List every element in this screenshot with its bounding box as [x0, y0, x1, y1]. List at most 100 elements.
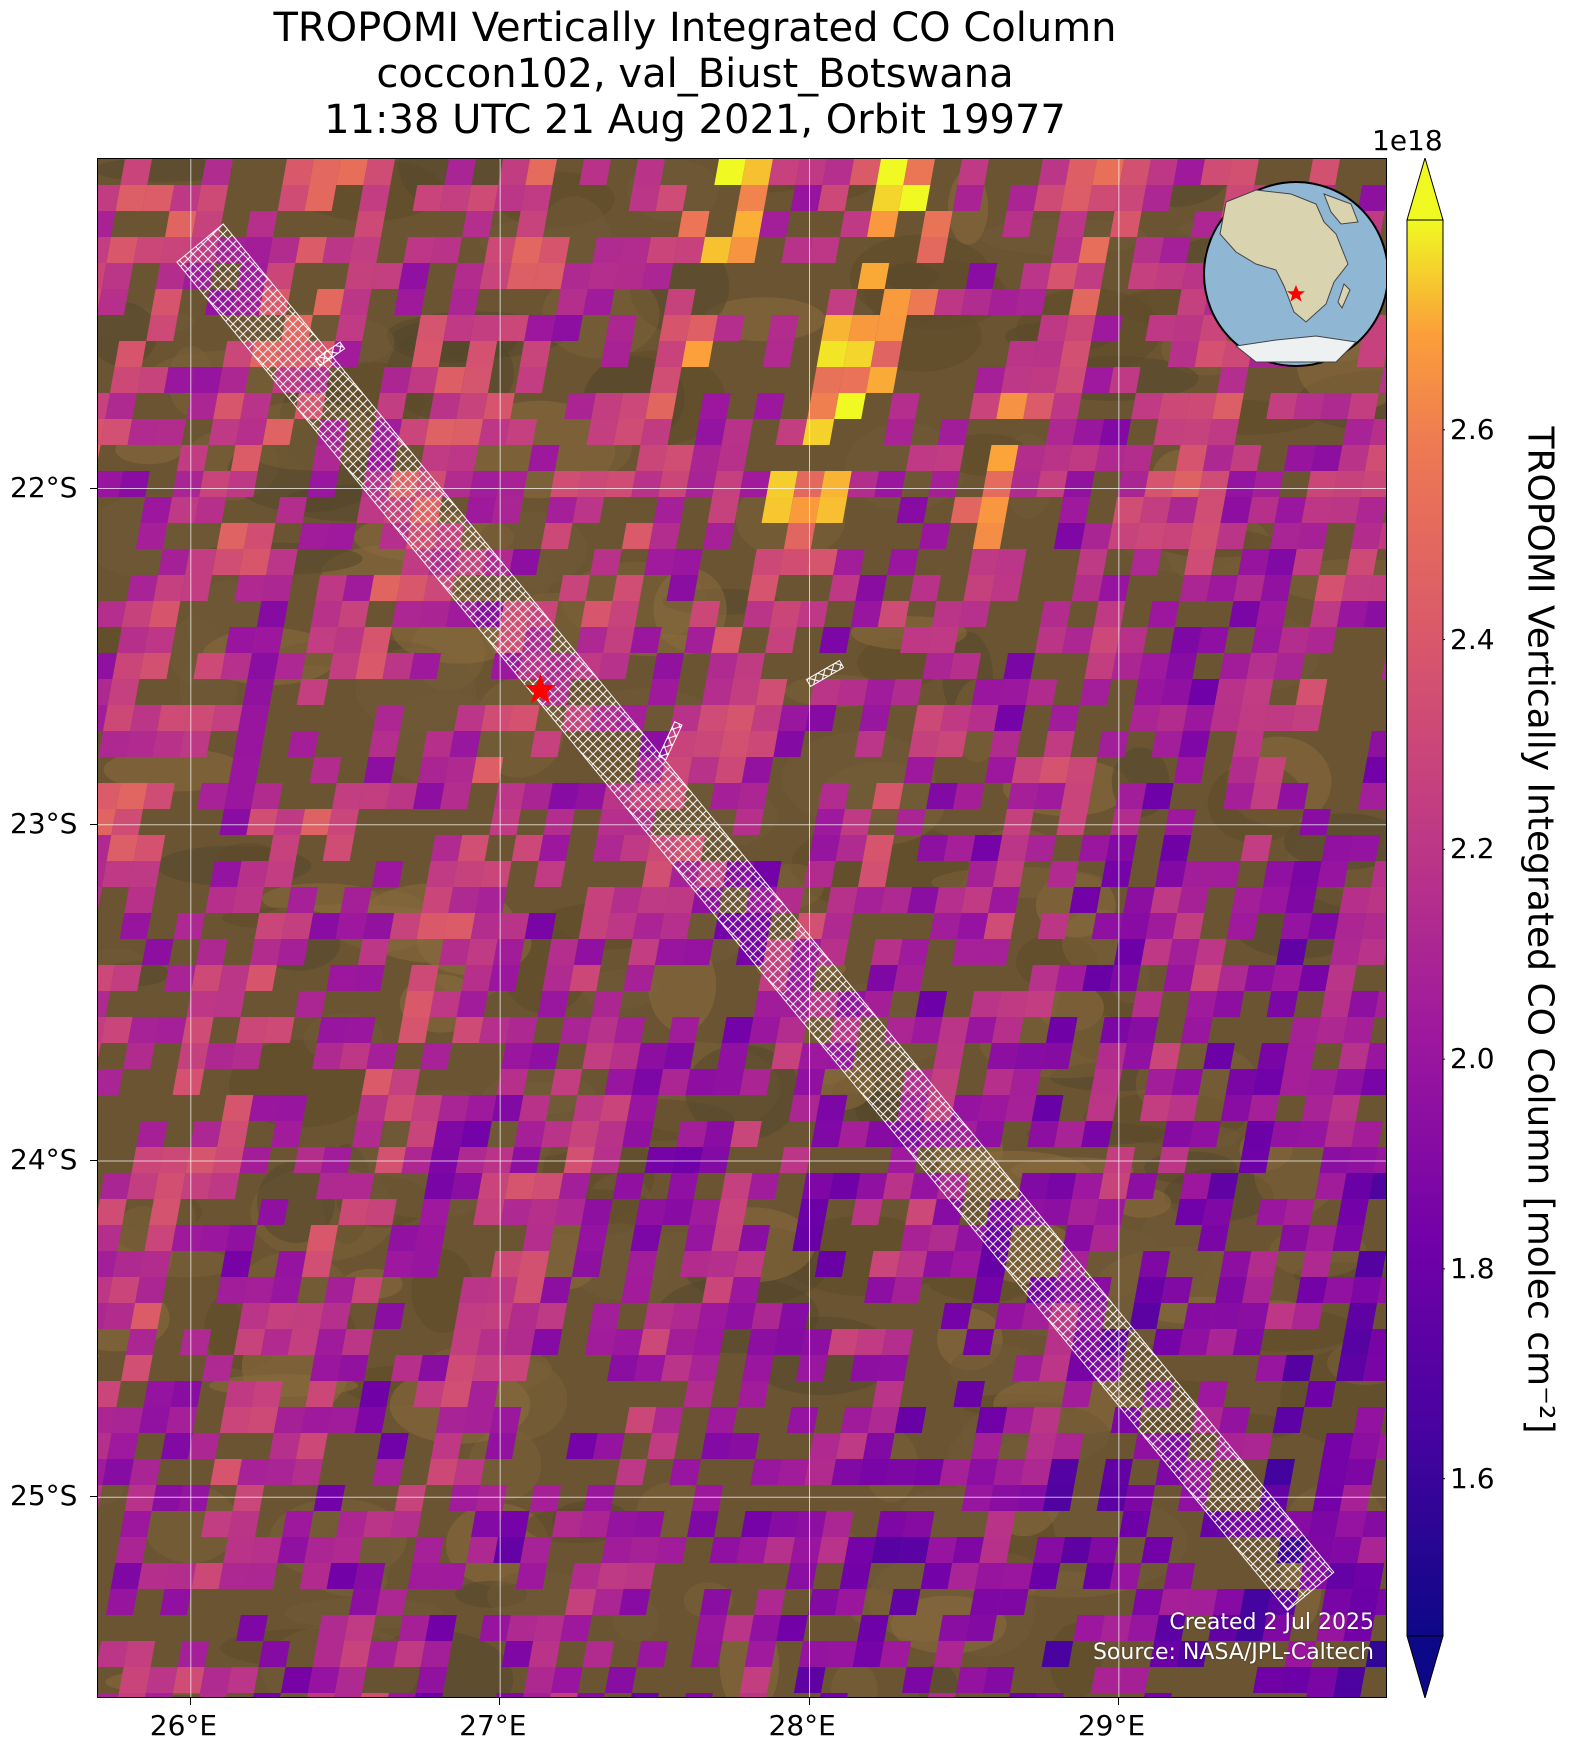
- map-panel[interactable]: Created 2 Jul 2025 Source: NASA/JPL-Calt…: [97, 158, 1387, 1698]
- co-pixel: [107, 679, 140, 705]
- co-pixel: [1149, 1043, 1181, 1069]
- co-pixel: [262, 419, 295, 445]
- co-pixel: [222, 341, 255, 367]
- co-pixel: [1349, 1433, 1381, 1459]
- madagascar-landmass: [1337, 283, 1351, 310]
- co-pixel: [808, 835, 841, 861]
- co-pixel: [494, 783, 526, 809]
- co-pixel: [391, 1355, 423, 1381]
- co-pixel: [805, 705, 837, 731]
- co-pixel: [1063, 471, 1095, 497]
- co-pixel: [685, 471, 717, 497]
- co-pixel: [736, 1537, 768, 1563]
- co-pixel: [714, 757, 747, 783]
- co-pixel: [538, 835, 571, 861]
- co-pixel: [324, 1277, 356, 1303]
- co-pixel: [1138, 653, 1171, 679]
- co-pixel: [1042, 1485, 1075, 1511]
- colorbar-tick-label: 2.6: [1450, 412, 1495, 446]
- co-pixel: [646, 237, 678, 263]
- co-pixel: [550, 1667, 583, 1693]
- co-pixel: [771, 1043, 803, 1069]
- co-pixel: [307, 1693, 335, 1697]
- co-pixel: [595, 1121, 627, 1147]
- co-pixel: [1043, 731, 1075, 757]
- co-pixel: [967, 705, 999, 731]
- co-pixel: [261, 575, 294, 601]
- co-pixel: [750, 1459, 782, 1485]
- co-pixel: [420, 1641, 453, 1667]
- co-pixel: [833, 549, 865, 575]
- co-pixel: [1272, 1407, 1305, 1433]
- co-pixel: [633, 1511, 665, 1537]
- inset-globe: [1203, 181, 1386, 367]
- co-pixel: [1050, 393, 1082, 419]
- co-pixel: [186, 393, 218, 419]
- co-pixel: [144, 1225, 177, 1251]
- co-pixel: [534, 861, 566, 887]
- co-pixel: [372, 1459, 404, 1485]
- co-pixel: [361, 1069, 394, 1095]
- co-pixel: [506, 263, 539, 289]
- co-pixel: [831, 1459, 863, 1485]
- co-pixel: [1014, 289, 1047, 315]
- co-pixel: [1144, 1693, 1172, 1697]
- co-pixel: [1218, 1407, 1251, 1433]
- co-pixel: [1301, 497, 1334, 523]
- co-pixel: [619, 237, 651, 263]
- co-pixel: [546, 939, 579, 965]
- co-pixel: [905, 1199, 937, 1225]
- co-pixel: [607, 1355, 639, 1381]
- co-pixel: [352, 1121, 384, 1147]
- co-pixel: [144, 627, 176, 653]
- co-pixel: [836, 679, 869, 705]
- co-pixel: [817, 185, 850, 211]
- co-pixel: [649, 367, 682, 393]
- co-pixel: [500, 1199, 532, 1225]
- co-pixel: [483, 393, 515, 419]
- co-pixel: [1173, 757, 1206, 783]
- co-pixel: [1364, 445, 1386, 471]
- co-pixel: [637, 887, 669, 913]
- co-pixel: [558, 1173, 591, 1199]
- co-pixel: [686, 315, 718, 341]
- co-pixel: [1009, 1693, 1037, 1697]
- co-pixel: [397, 1017, 430, 1043]
- co-pixel: [355, 653, 388, 679]
- co-pixel: [751, 1303, 784, 1329]
- co-pixel: [579, 1511, 611, 1537]
- co-pixel: [170, 1381, 202, 1407]
- co-pixel: [198, 1225, 231, 1251]
- co-pixel: [224, 1381, 256, 1407]
- co-pixel: [940, 1303, 973, 1329]
- co-pixel: [1085, 1095, 1118, 1121]
- co-pixel: [173, 913, 206, 939]
- co-pixel: [1178, 731, 1210, 757]
- co-pixel: [310, 1355, 342, 1381]
- co-pixel: [586, 419, 619, 445]
- co-pixel: [721, 419, 754, 445]
- co-pixel: [253, 1693, 281, 1697]
- co-pixel: [331, 1537, 363, 1563]
- co-pixel: [898, 185, 931, 211]
- co-pixel: [98, 601, 127, 627]
- co-pixel: [736, 185, 769, 211]
- co-pixel: [431, 1433, 463, 1459]
- co-pixel: [387, 1225, 420, 1251]
- co-pixel: [877, 601, 910, 627]
- co-pixel: [1374, 991, 1386, 1017]
- co-pixel: [337, 1355, 369, 1381]
- co-pixel: [448, 1485, 481, 1511]
- co-pixel: [952, 185, 985, 211]
- co-pixel: [934, 887, 966, 913]
- co-pixel: [1212, 991, 1245, 1017]
- co-pixel: [407, 1563, 440, 1589]
- co-pixel: [195, 939, 228, 965]
- co-pixel: [984, 1511, 1016, 1537]
- co-pixel: [916, 835, 949, 861]
- co-pixel: [984, 757, 1017, 783]
- co-pixel: [978, 939, 1011, 965]
- co-pixel: [640, 419, 673, 445]
- co-pixel: [916, 237, 948, 263]
- co-pixel: [220, 653, 253, 679]
